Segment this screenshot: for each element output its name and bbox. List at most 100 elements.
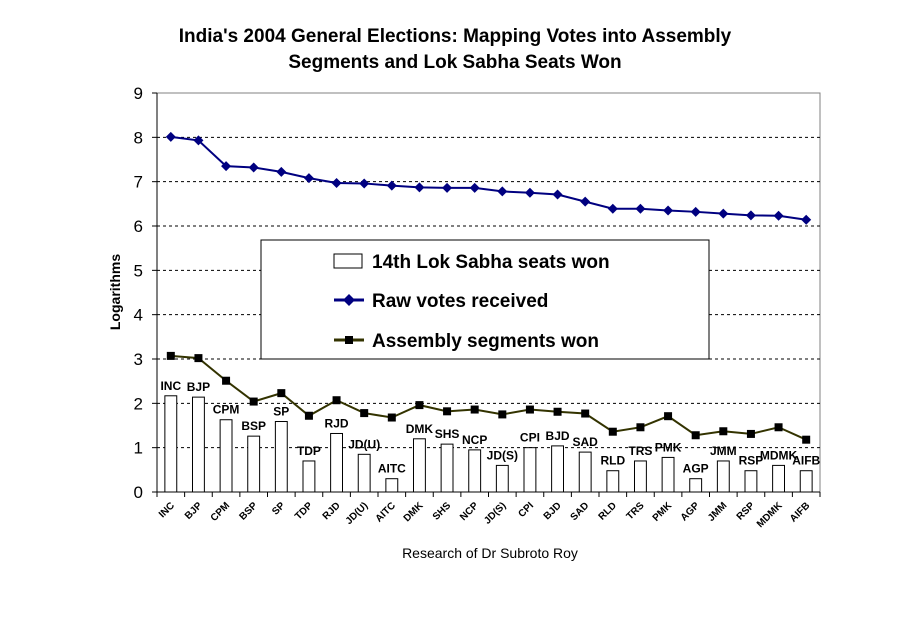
- point-assembly-segments: [470, 405, 479, 414]
- bar-data-label: SAD: [573, 435, 599, 449]
- bar-data-label: INC: [160, 379, 181, 393]
- legend: 14th Lok Sabha seats won Raw votes recei…: [260, 239, 710, 360]
- bar-seats-won: [523, 447, 537, 493]
- bar-seats-won: [468, 449, 482, 493]
- bar-seats-won: [219, 419, 233, 493]
- bar-seats-won: [302, 460, 316, 493]
- x-tick-label: AIFB: [788, 500, 812, 524]
- bar-data-label: MDMK: [760, 448, 798, 462]
- bar-data-label: NCP: [462, 433, 487, 447]
- bar-data-label: RJD: [325, 416, 349, 430]
- point-raw-votes: [580, 196, 591, 207]
- y-tick-label: 2: [134, 394, 143, 413]
- x-tick-label: RSP: [735, 500, 758, 523]
- chart-title-line-2: Segments and Lok Sabha Seats Won: [288, 52, 621, 73]
- x-tick-label: SHS: [431, 500, 454, 523]
- point-raw-votes: [386, 180, 397, 191]
- y-axis-title: Logarithms: [107, 254, 123, 330]
- point-raw-votes: [524, 187, 535, 198]
- bar-seats-won: [440, 443, 454, 493]
- bar-seats-won: [274, 421, 288, 493]
- bar-seats-won: [716, 460, 730, 493]
- bar-seats-won: [661, 456, 675, 493]
- point-assembly-segments: [222, 376, 231, 385]
- bar-data-label: SP: [273, 405, 289, 419]
- point-raw-votes: [663, 205, 674, 216]
- bar-seats-won: [191, 396, 205, 493]
- series-line-square: [170, 354, 807, 441]
- x-tick-label: AITC: [374, 500, 398, 524]
- bar-seats-won: [495, 464, 509, 493]
- y-tick-label: 7: [134, 173, 143, 192]
- point-raw-votes: [165, 131, 176, 142]
- point-raw-votes: [469, 182, 480, 193]
- point-raw-votes: [635, 203, 646, 214]
- point-raw-votes: [801, 214, 812, 225]
- bar-data-label: DMK: [406, 422, 434, 436]
- y-tick-label: 0: [134, 483, 143, 502]
- point-raw-votes: [193, 135, 204, 146]
- y-tick-label: 8: [134, 128, 143, 147]
- point-assembly-segments: [525, 405, 534, 414]
- bar-seats-won: [689, 478, 703, 493]
- legend-label-seats: 14th Lok Sabha seats won: [372, 252, 610, 273]
- bar-seats-won: [551, 445, 565, 493]
- x-tick-label: TRS: [625, 500, 647, 522]
- point-raw-votes: [745, 210, 756, 221]
- point-raw-votes: [248, 162, 259, 173]
- bar-data-label: BJP: [187, 380, 210, 394]
- bar-data-label: JD(S): [487, 448, 518, 462]
- point-raw-votes: [718, 208, 729, 219]
- point-assembly-segments: [719, 427, 728, 436]
- bar-seats-won: [164, 395, 178, 493]
- x-tick-label: CPM: [209, 500, 233, 524]
- x-tick-label: DMK: [402, 500, 426, 524]
- x-tick-label: RLD: [597, 500, 619, 522]
- point-raw-votes: [773, 210, 784, 221]
- legend-votes-marker: [343, 294, 355, 306]
- x-tick-label: NCP: [458, 500, 481, 523]
- point-assembly-segments: [636, 423, 645, 432]
- x-tick-label: JMM: [706, 500, 730, 524]
- x-tick-label: JD(U): [344, 500, 371, 527]
- point-raw-votes: [552, 189, 563, 200]
- bar-seats-won: [799, 470, 813, 493]
- point-raw-votes: [497, 186, 508, 197]
- point-assembly-segments: [498, 410, 507, 419]
- legend-label-votes: Raw votes received: [372, 291, 548, 312]
- point-assembly-segments: [194, 354, 203, 363]
- x-tick-label: JD(S): [482, 500, 508, 526]
- x-tick-label: BSP: [237, 500, 260, 523]
- bar-seats-won: [330, 432, 344, 493]
- bar-seats-won: [633, 460, 647, 493]
- bar-data-label: PMK: [655, 440, 682, 454]
- point-assembly-segments: [166, 351, 175, 360]
- bar-data-label: AITC: [378, 462, 406, 476]
- point-raw-votes: [690, 206, 701, 217]
- x-tick-label: AGP: [679, 500, 702, 523]
- bar-data-label: BJD: [546, 429, 570, 443]
- y-tick-label: 3: [134, 350, 143, 369]
- x-tick-label: BJP: [183, 500, 205, 522]
- point-assembly-segments: [249, 397, 258, 406]
- point-assembly-segments: [746, 429, 755, 438]
- point-raw-votes: [442, 182, 453, 193]
- bar-seats-won: [412, 438, 426, 493]
- bar-data-label: CPM: [213, 403, 240, 417]
- x-tick-label: MDMK: [755, 500, 785, 530]
- point-raw-votes: [221, 161, 232, 172]
- y-tick-label: 6: [134, 217, 143, 236]
- bar-seats-won: [606, 470, 620, 493]
- x-tick-label: CPI: [516, 500, 536, 520]
- point-assembly-segments: [332, 396, 341, 405]
- y-tick-label: 5: [134, 261, 143, 280]
- x-axis-title: Research of Dr Subroto Roy: [402, 545, 578, 561]
- point-assembly-segments: [608, 427, 617, 436]
- point-assembly-segments: [774, 423, 783, 432]
- x-tick-label: PMK: [651, 500, 675, 524]
- point-assembly-segments: [277, 389, 286, 398]
- bar-data-label: RLD: [600, 454, 625, 468]
- legend-label-segments: Assembly segments won: [372, 331, 599, 352]
- y-tick-label: 1: [134, 439, 143, 458]
